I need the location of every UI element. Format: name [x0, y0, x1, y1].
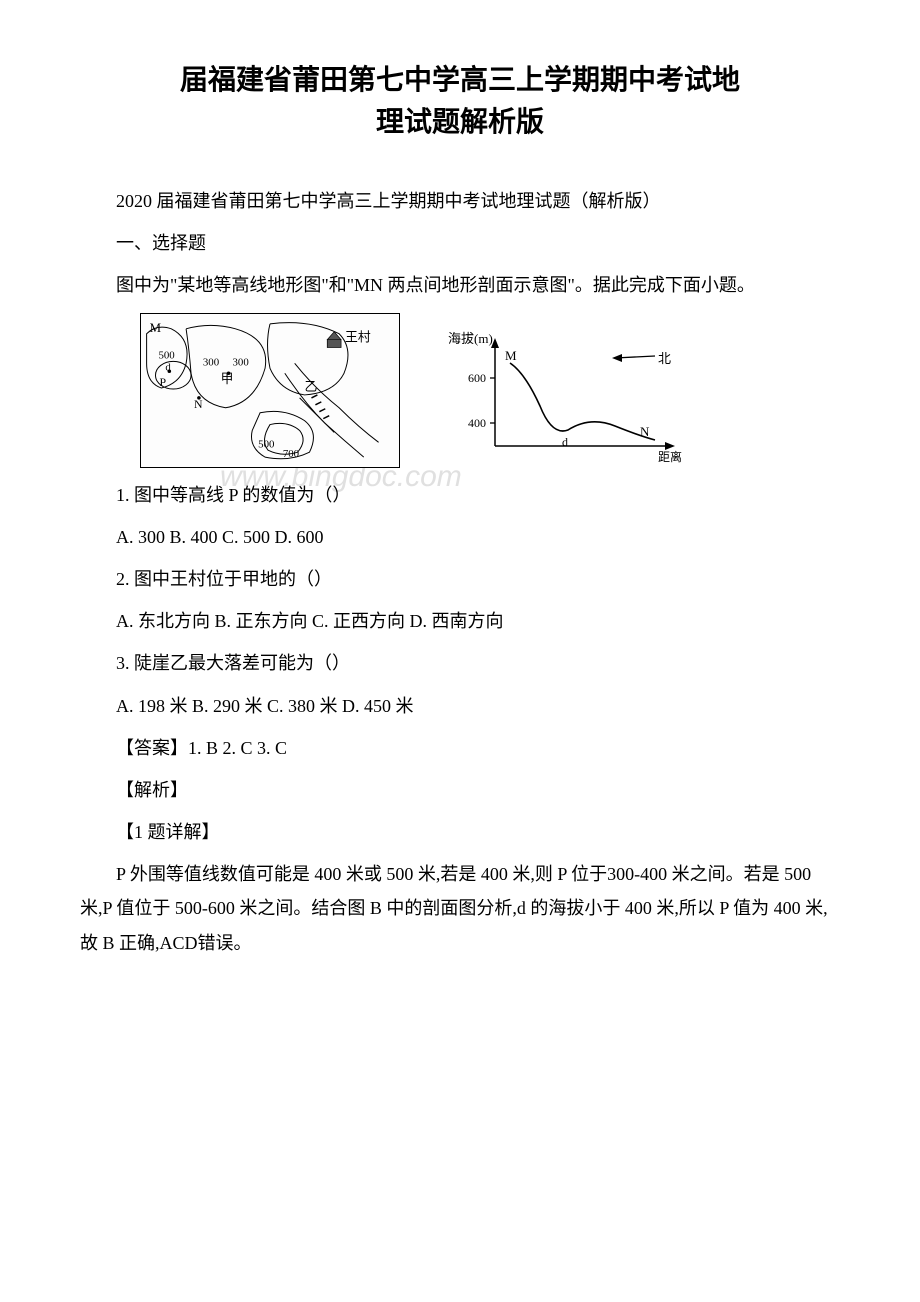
map-label-500b: 500 — [258, 438, 275, 450]
map-label-yi: 乙 — [305, 380, 318, 394]
map-label-300a: 300 — [203, 356, 220, 368]
profile-north: 北 — [658, 351, 671, 366]
profile-label-m: M — [505, 348, 517, 363]
question-1: 1. 图中等高线 P 的数值为（） — [80, 478, 840, 512]
question-2: 2. 图中王村位于甲地的（） — [80, 562, 840, 596]
page-title: 届福建省莆田第七中学高三上学期期中考试地 理试题解析版 — [80, 60, 840, 144]
intro-paragraph: 2020 届福建省莆田第七中学高三上学期期中考试地理试题（解析版） — [80, 184, 840, 218]
map-label-d: d — [165, 361, 171, 373]
title-line-1: 届福建省莆田第七中学高三上学期期中考试地 — [180, 65, 740, 96]
profile-label-d: d — [562, 435, 568, 449]
watermark-wrap: www.bingdoc.com 1. 图中等高线 P 的数值为（） — [80, 478, 840, 512]
question-1-options: A. 300 B. 400 C. 500 D. 600 — [80, 520, 840, 554]
map-label-p: P — [159, 375, 166, 389]
profile-label-n: N — [640, 424, 650, 439]
map-label-n: N — [194, 396, 203, 410]
profile-chart: 海拔(m) M 600 400 d N 北 距离 — [440, 318, 700, 468]
map-label-jia: 甲 — [221, 372, 234, 386]
q1-detail-body: P 外围等值线数值可能是 400 米或 500 米,若是 400 米,则 P 位… — [80, 857, 840, 960]
map-label-wang: 王村 — [345, 330, 371, 344]
figure-row: M 500 d P N 300 300 甲 王村 乙 500 700 — [140, 313, 840, 468]
answers-line: 【答案】1. B 2. C 3. C — [80, 731, 840, 765]
profile-xlabel: 距离 — [658, 449, 682, 464]
question-3: 3. 陡崖乙最大落差可能为（） — [80, 646, 840, 680]
question-3-options: A. 198 米 B. 290 米 C. 380 米 D. 450 米 — [80, 689, 840, 723]
map-label-300b: 300 — [232, 356, 249, 368]
profile-ylabel: 海拔(m) — [448, 331, 493, 346]
map-label-m: M — [150, 320, 162, 334]
q1-detail-header: 【1 题详解】 — [80, 815, 840, 849]
map-label-700: 700 — [283, 448, 300, 460]
section-heading: 一、选择题 — [80, 226, 840, 260]
contour-map: M 500 d P N 300 300 甲 王村 乙 500 700 — [140, 313, 400, 468]
title-line-2: 理试题解析版 — [376, 107, 544, 138]
profile-tick-400: 400 — [468, 416, 486, 430]
profile-tick-600: 600 — [468, 371, 486, 385]
analysis-header: 【解析】 — [80, 773, 840, 807]
map-label-500a: 500 — [158, 349, 175, 361]
question-2-options: A. 东北方向 B. 正东方向 C. 正西方向 D. 西南方向 — [80, 604, 840, 638]
question-context: 图中为"某地等高线地形图"和"MN 两点间地形剖面示意图"。据此完成下面小题。 — [80, 268, 840, 302]
document-content: 届福建省莆田第七中学高三上学期期中考试地 理试题解析版 2020 届福建省莆田第… — [80, 60, 840, 960]
